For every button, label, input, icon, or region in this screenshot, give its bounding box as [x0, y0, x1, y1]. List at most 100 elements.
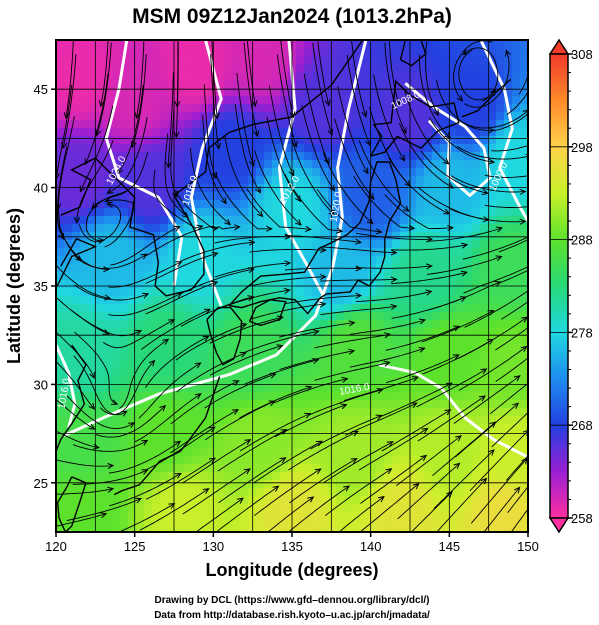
temperature-cell [344, 400, 353, 409]
streamline [426, 256, 502, 275]
temperature-cell [184, 368, 193, 377]
temperature-cell [136, 344, 145, 353]
temperature-cell [312, 528, 321, 532]
temperature-cell [96, 336, 105, 345]
temperature-cell [328, 240, 337, 249]
temperature-cell [224, 448, 233, 457]
temperature-cell [264, 256, 273, 265]
temperature-cell [144, 272, 153, 281]
temperature-cell [128, 184, 137, 193]
temperature-cell [256, 488, 265, 497]
temperature-cell [440, 160, 449, 169]
temperature-cell [264, 72, 273, 81]
streamline-arrowhead [375, 414, 383, 421]
temperature-cell [160, 72, 169, 81]
streamline-arrowhead [412, 482, 420, 490]
temperature-cell [160, 184, 169, 193]
temperature-cell [488, 448, 497, 457]
temperature-cell [456, 368, 465, 377]
temperature-cell [160, 80, 169, 89]
temperature-cell [344, 208, 353, 217]
streamline-arrowhead [519, 188, 527, 195]
streamline [91, 152, 149, 209]
temperature-cell [72, 456, 81, 465]
temperature-cell [112, 496, 121, 505]
temperature-cell [408, 168, 417, 177]
temperature-cell [472, 224, 481, 233]
temperature-cell [432, 72, 441, 81]
temperature-cell [456, 344, 465, 353]
streamline-arrowhead [312, 329, 320, 336]
temperature-cell [464, 424, 473, 433]
temperature-cell [224, 272, 233, 281]
temperature-cell [520, 112, 528, 121]
streamline [56, 84, 73, 179]
temperature-cell [168, 512, 177, 521]
temperature-cell [376, 504, 385, 513]
temperature-cell [120, 120, 129, 129]
temperature-cell [256, 392, 265, 401]
temperature-cell [104, 336, 113, 345]
temperature-cell [112, 528, 121, 532]
temperature-cell [464, 216, 473, 225]
temperature-cell [208, 448, 217, 457]
temperature-cell [104, 248, 113, 257]
temperature-cell [176, 312, 185, 321]
temperature-cell [312, 88, 321, 97]
temperature-cell [104, 432, 113, 441]
temperature-cell [272, 136, 281, 145]
temperature-cell [416, 272, 425, 281]
temperature-cell [72, 512, 81, 521]
temperature-cell [184, 136, 193, 145]
temperature-cell [464, 160, 473, 169]
temperature-cell [376, 488, 385, 497]
temperature-cell [376, 312, 385, 321]
temperature-cell [216, 80, 225, 89]
temperature-cell [200, 40, 209, 49]
temperature-cell [184, 472, 193, 481]
temperature-cell [64, 152, 73, 161]
temperature-cell [368, 88, 377, 97]
temperature-cell [120, 464, 129, 473]
temperature-cell [160, 200, 169, 209]
temperature-cell [224, 232, 233, 241]
temperature-cell [400, 352, 409, 361]
temperature-cell [360, 168, 369, 177]
temperature-cell [272, 272, 281, 281]
temperature-cell [280, 440, 289, 449]
temperature-cell [384, 112, 393, 121]
temperature-cell [272, 384, 281, 393]
temperature-cell [152, 240, 161, 249]
temperature-cell [144, 72, 153, 81]
temperature-cell [472, 144, 481, 153]
temperature-cell [384, 232, 393, 241]
temperature-cell [208, 520, 217, 529]
temperature-cell [352, 232, 361, 241]
temperature-cell [192, 112, 201, 121]
temperature-cell [120, 216, 129, 225]
temperature-cell [448, 328, 457, 337]
temperature-cell [336, 384, 345, 393]
temperature-cell [88, 232, 97, 241]
temperature-cell [512, 312, 521, 321]
temperature-cell [200, 80, 209, 89]
streamline [203, 84, 217, 179]
temperature-cell [448, 496, 457, 505]
temperature-cell [344, 440, 353, 449]
streamline [214, 262, 291, 278]
temperature-cell [464, 280, 473, 289]
temperature-cell [184, 296, 193, 305]
temperature-cell [472, 248, 481, 257]
temperature-cell [328, 112, 337, 121]
temperature-cell [296, 72, 305, 81]
temperature-cell [496, 136, 505, 145]
temperature-cell [240, 432, 249, 441]
temperature-cell [280, 416, 289, 425]
streamline-arrowhead [399, 154, 406, 162]
temperature-cell [88, 72, 97, 81]
temperature-cell [120, 320, 129, 329]
temperature-cell [344, 136, 353, 145]
temperature-cell [72, 64, 81, 73]
temperature-cell [280, 192, 289, 201]
temperature-cell [416, 400, 425, 409]
